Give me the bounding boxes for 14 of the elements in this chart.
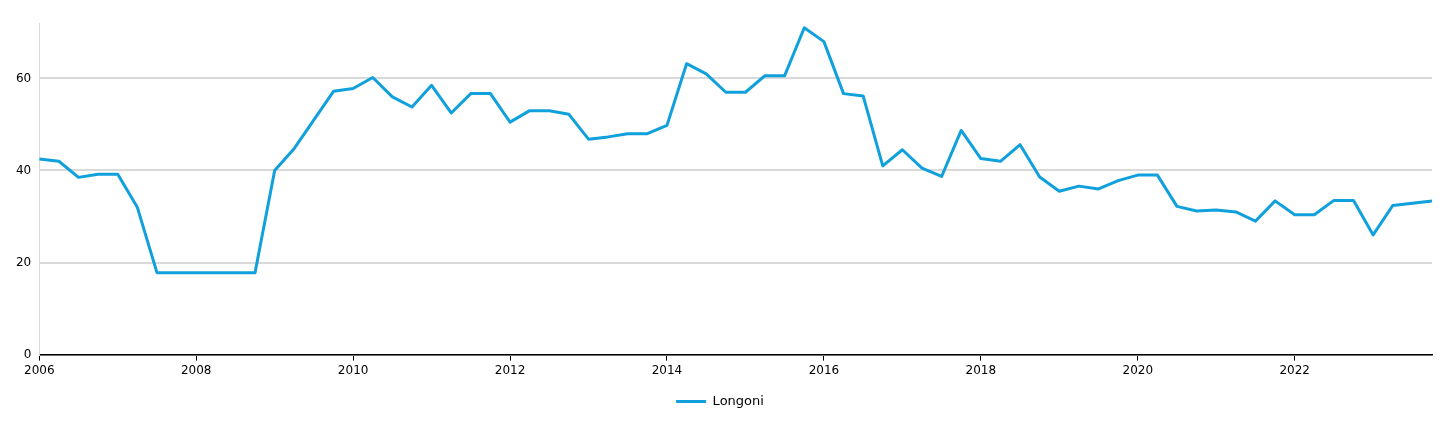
x-tick-label: 2022 <box>1279 362 1310 377</box>
x-tick-label: 2018 <box>965 362 997 377</box>
x-tick-label: 2006 <box>24 362 55 377</box>
x-tick-label: 2020 <box>1122 362 1154 377</box>
y-tick-label: 40 <box>15 162 32 177</box>
y-tick-label: 0 <box>23 346 32 361</box>
y-tick-label: 20 <box>15 254 32 269</box>
legend-label: Longoni <box>712 392 764 408</box>
x-tick-label: 2014 <box>651 362 683 377</box>
x-tick-label: 2012 <box>494 362 526 377</box>
x-tick-label: 2010 <box>337 362 369 377</box>
x-tick-label: 2016 <box>808 362 840 377</box>
y-tick-label: 60 <box>15 70 32 85</box>
x-tick-label: 2008 <box>180 362 212 377</box>
